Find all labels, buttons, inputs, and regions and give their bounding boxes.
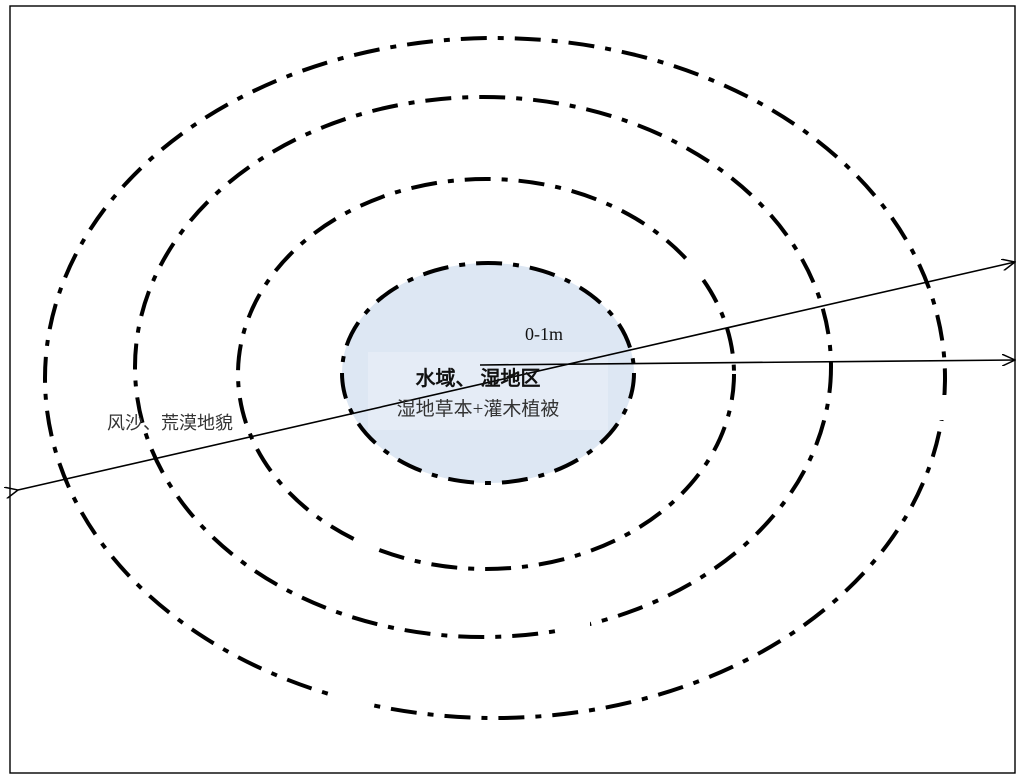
ring-gap: [690, 255, 730, 277]
center-zone-subtitle: 湿地草本+灌木植被: [397, 398, 560, 420]
center-zone-title: 水域、 湿地区: [416, 366, 541, 390]
ring-gap: [560, 620, 590, 638]
outer-zone-label: 风沙、荒漠地貌: [107, 413, 233, 433]
transect-arrow-short: [479, 360, 1015, 365]
ring-gap: [330, 690, 370, 710]
ring-gap: [930, 395, 950, 420]
transect-arrow-long: [18, 262, 1015, 490]
depth-label: 0-1m: [525, 324, 563, 344]
ring-gap: [355, 530, 375, 548]
